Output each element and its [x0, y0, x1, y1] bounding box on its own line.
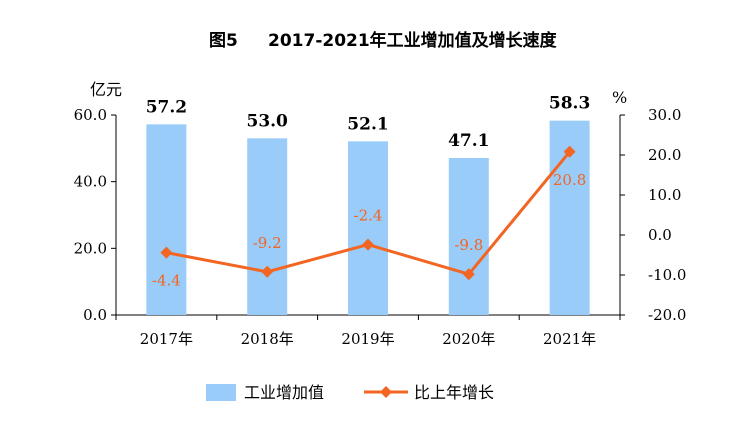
right-tick-label: 20.0: [648, 146, 681, 164]
line-series: -4.4 -9.2 -2.4 -9.8 20.8: [152, 145, 586, 290]
line-value-label: -4.4: [152, 272, 181, 290]
bar: [146, 124, 187, 315]
left-tick-label: 0.0: [83, 306, 107, 324]
chart-title-prefix: 图5: [209, 31, 238, 51]
right-tick-label: -10.0: [648, 266, 686, 284]
legend-bar-label: 工业增加值: [244, 383, 324, 402]
legend: 工业增加值 比上年增长: [206, 383, 494, 402]
right-tick-label: 30.0: [648, 106, 681, 124]
bar: [348, 141, 388, 315]
legend-line-marker: [380, 386, 392, 398]
line-marker: [160, 246, 173, 259]
x-axis: 2017年 2018年 2019年 2020年 2021年: [115, 314, 621, 348]
legend-bar-swatch: [206, 384, 236, 401]
left-axis: 0.0 20.0 40.0 60.0: [74, 106, 117, 324]
bar-value-label: 53.0: [246, 111, 288, 131]
bar: [448, 158, 489, 315]
right-tick-label: 0.0: [648, 226, 672, 244]
x-tick-label: 2017年: [140, 330, 193, 348]
line-value-label: 20.8: [553, 171, 586, 189]
right-axis: -20.0 -10.0 0.0 10.0 20.0 30.0: [619, 106, 686, 324]
left-tick-label: 60.0: [74, 106, 107, 124]
left-tick-label: 20.0: [74, 239, 107, 257]
line-value-label: -9.8: [454, 236, 483, 254]
chart-title: 2017-2021年工业增加值及增长速度: [268, 30, 558, 51]
bar-series: 57.2 53.0 52.1 47.1 58.3: [146, 94, 590, 316]
left-tick-label: 40.0: [74, 173, 107, 191]
line-marker: [362, 238, 374, 251]
line-marker: [261, 265, 274, 278]
x-tick-label: 2019年: [341, 330, 394, 348]
right-tick-label: -20.0: [648, 306, 686, 324]
right-tick-label: 10.0: [648, 186, 681, 204]
left-axis-unit: 亿元: [90, 80, 122, 99]
line-value-label: -9.2: [253, 234, 282, 252]
x-tick-label: 2020年: [442, 330, 495, 348]
line-marker: [563, 145, 576, 158]
x-tick-label: 2021年: [543, 330, 596, 348]
x-tick-label: 2018年: [241, 330, 294, 348]
bar-value-label: 52.1: [347, 114, 388, 134]
line-marker: [462, 268, 475, 281]
bar-value-label: 47.1: [448, 131, 489, 151]
line-value-label: -2.4: [354, 207, 383, 225]
bar: [247, 138, 288, 315]
right-axis-unit: %: [612, 88, 627, 107]
bar-value-label: 57.2: [146, 97, 187, 117]
legend-line-label: 比上年增长: [414, 383, 494, 402]
bar-value-label: 58.3: [549, 94, 590, 114]
